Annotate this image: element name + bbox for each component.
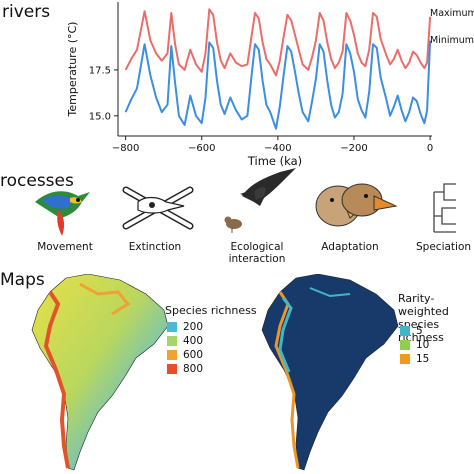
bird-beaks-icon xyxy=(315,183,398,227)
legend-title-species-richness: Species richness xyxy=(165,304,257,317)
legend-value: 600 xyxy=(183,349,204,361)
process-label-extinction: Extinction xyxy=(128,241,182,253)
series-line-maximum xyxy=(124,8,432,77)
legend-value: 200 xyxy=(183,321,204,333)
series-label-minimum: Minimum xyxy=(430,35,474,46)
legend-value: 10 xyxy=(416,339,430,351)
x-tick-label: −400 xyxy=(264,143,291,154)
x-tick-label: −200 xyxy=(340,143,367,154)
legend-swatch xyxy=(400,326,410,336)
section-title-maps: Maps xyxy=(0,270,45,290)
series-label-maximum: Maximum xyxy=(430,8,474,19)
y-tick-label: 17.5 xyxy=(89,65,111,76)
legend-swatch xyxy=(400,354,410,364)
temperature-chart: −800 −600 −400 −200 0 15.0 17.5 Time (ka) Temper… xyxy=(66,2,474,168)
legend-swatch xyxy=(167,350,177,360)
legend-rarity-weighted: 5 10 15 xyxy=(400,324,429,366)
process-label-movement: Movement xyxy=(37,241,93,253)
legend-swatch xyxy=(167,364,177,374)
process-label-adaptation: Adaptation xyxy=(321,241,379,253)
process-label-speciation: Speciation xyxy=(416,241,472,253)
bird-predation-icon xyxy=(224,168,296,233)
legend-title-rarity-weighted: Rarity-weighted species richness xyxy=(398,292,449,344)
rarity-richness-map xyxy=(261,274,399,471)
x-tick-label: −600 xyxy=(188,143,215,154)
series-line-minimum xyxy=(124,40,432,130)
x-tick-label: −800 xyxy=(112,143,139,154)
species-richness-map xyxy=(31,274,169,471)
section-title-drivers: rivers xyxy=(2,2,51,22)
x-axis-label: Time (ka) xyxy=(247,154,302,168)
skull-crossbones-icon xyxy=(122,186,194,230)
section-title-processes: rocesses xyxy=(0,171,74,191)
phylogeny-tree-icon xyxy=(433,183,456,233)
y-axis-label: Temperature (°C) xyxy=(66,22,79,118)
legend-swatch xyxy=(167,336,177,346)
legend-value: 15 xyxy=(416,353,430,365)
legend-value: 800 xyxy=(183,363,204,375)
legend-value: 5 xyxy=(416,325,423,337)
legend-swatch xyxy=(400,340,410,350)
x-tick-label: 0 xyxy=(427,143,433,154)
process-label-ecological-interaction: Ecological interaction xyxy=(228,241,286,265)
y-tick-label: 15.0 xyxy=(89,111,111,122)
parrot-icon xyxy=(35,191,90,236)
legend-swatch xyxy=(167,322,177,332)
legend-value: 400 xyxy=(183,335,204,347)
legend-species-richness: 200 400 600 800 xyxy=(167,320,203,376)
